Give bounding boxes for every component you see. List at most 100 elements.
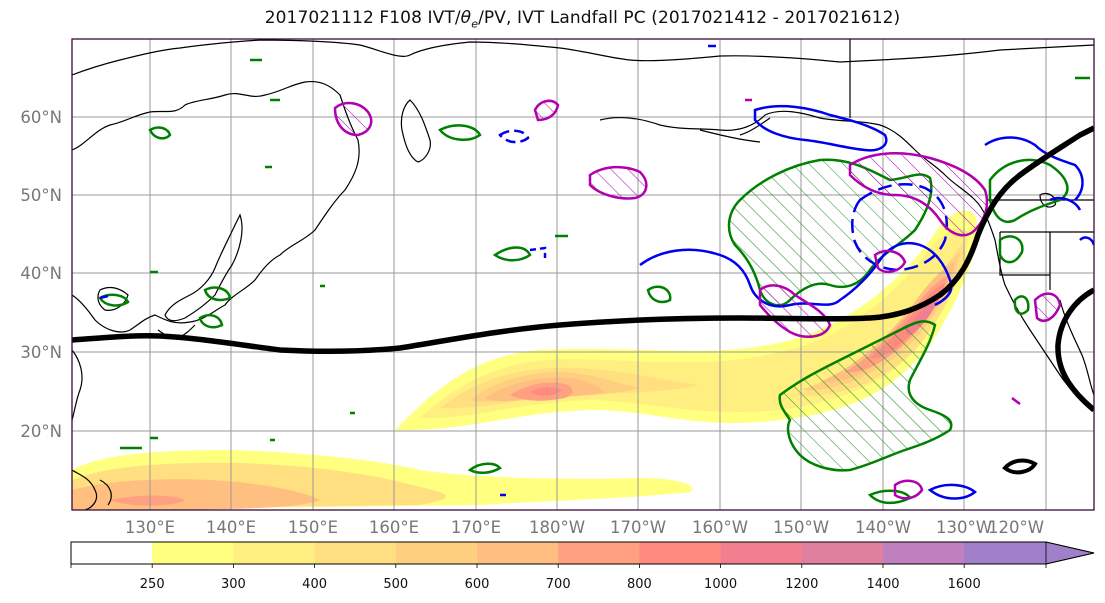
theta-e-contour-g (467, 462, 502, 474)
colorbar-segment-250 (152, 542, 234, 564)
china-coastline (72, 349, 83, 421)
pc-zero-line-east (1055, 287, 1094, 413)
lon-label-160w: 160°W (692, 518, 748, 537)
landfall-pc-contour-north (848, 152, 989, 237)
colorbar-tick-label-1000: 1000 (704, 577, 737, 592)
arctic-coastline (72, 39, 1094, 76)
colorbar-tick-label-700: 700 (546, 577, 571, 592)
lat-label-30n: 30°N (20, 343, 62, 362)
colorbar-segment-1200 (801, 542, 884, 564)
lon-label-170e: 170°E (451, 518, 501, 537)
japan-coastline (164, 213, 243, 322)
colorbar-tick-labels: 250 300 400 500 600 700 800 1000 1200 1400 1600 (140, 577, 981, 592)
pv-contour-main (639, 241, 953, 308)
title-suffix: /PV, IVT Landfall PC (2017021412 - 20170… (478, 8, 901, 28)
lon-label-150w: 150°W (773, 518, 829, 537)
alaska-peninsula-coastline (699, 117, 771, 143)
colorbar-tick-label-800: 800 (627, 577, 652, 592)
theta-e-contour-j (998, 235, 1030, 315)
lon-label-160e: 160°E (369, 518, 419, 537)
landfall-pc-contour-pacific (588, 165, 648, 200)
landfall-pc-contour-small (873, 249, 907, 274)
coastlines (72, 39, 1094, 510)
map-frame (71, 38, 1095, 511)
lon-label-130e: 130°E (125, 518, 175, 537)
lon-label-180w: 180°W (529, 518, 585, 537)
colorbar-segment-1000 (720, 542, 803, 564)
colorbar-segment-300 (233, 542, 316, 564)
colorbar-segments (71, 542, 1047, 564)
theta-e-contours (98, 58, 1090, 505)
colorbar: 250 300 400 500 600 700 800 1000 1200 1400 1600 (70, 541, 1095, 592)
colorbar-segment-500 (395, 542, 478, 564)
pc-zero-line (72, 125, 1094, 475)
title-theta-subscript: e (471, 17, 479, 31)
pc-zero-line-main (72, 125, 1094, 355)
lon-label-140e: 140°E (206, 518, 256, 537)
theta-e-contour-south (778, 320, 953, 472)
landfall-pc-contour-south (893, 479, 924, 500)
lat-label-50n: 50°N (20, 186, 62, 205)
theta-e-contour-d (646, 285, 672, 304)
map-panel (72, 39, 1094, 510)
colorbar-segment-1400 (883, 542, 965, 564)
landfall-pc-contour-kamchatka (333, 101, 373, 137)
lon-label-150e: 150°E (288, 518, 338, 537)
colorbar-tick-label-1600: 1600 (948, 577, 981, 592)
pv-contour-fragments (99, 44, 716, 497)
pv-contour-south (927, 483, 978, 500)
lat-label-60n: 60°N (20, 108, 62, 127)
korea-coastline (97, 286, 129, 311)
colorbar-segment-700 (558, 542, 640, 564)
theta-e-contour-f (98, 293, 130, 307)
pv-contour-dashed-low (851, 182, 949, 272)
colorbar-segment-400 (314, 542, 397, 564)
lon-label-130w: 130°W (936, 518, 992, 537)
latitude-labels: 60°N 50°N 40°N 30°N 20°N (20, 108, 62, 441)
colorbar-segment-600 (477, 542, 559, 564)
lon-label-140w: 140°W (855, 518, 911, 537)
colorbar-ticks (70, 564, 1047, 568)
title-prefix: 2017021112 F108 IVT/ (264, 8, 461, 28)
theta-e-contour-fragments (120, 58, 1090, 450)
colorbar-tick-label-300: 300 (221, 577, 246, 592)
colorbar-tick-label-400: 400 (302, 577, 327, 592)
theta-e-contour-a (148, 126, 172, 140)
colorbar-tick-label-250: 250 (140, 577, 165, 592)
landfall-pc-contour-bering (533, 99, 560, 122)
pc-zero-line-loop (1002, 458, 1038, 475)
lat-label-40n: 40°N (20, 264, 62, 283)
lat-label-20n: 20°N (20, 422, 62, 441)
longitude-labels: 130°E 140°E 150°E 160°E 170°E 180°W 170°… (125, 518, 1044, 537)
colorbar-outline (70, 541, 1095, 565)
colorbar-segment-below-250 (71, 542, 153, 564)
ivt-fill-tropics-700 (110, 495, 185, 506)
title-theta: θ (460, 8, 472, 28)
kamchatka-coastline (400, 99, 431, 163)
landfall-pc-contours (333, 98, 1062, 500)
colorbar-tick-label-500: 500 (383, 577, 408, 592)
theta-e-contour-c (492, 246, 532, 262)
lon-label-170w: 170°W (610, 518, 666, 537)
theta-e-contour-i (988, 158, 1069, 224)
pv-contour-canada (984, 136, 1084, 201)
pv-contour-dashed-fragment (529, 246, 547, 258)
colorbar-extend-arrow (1045, 541, 1095, 565)
landfall-pc-contour-southwest (1033, 292, 1062, 322)
colorbar-tick-label-1200: 1200 (785, 577, 818, 592)
lake-coastline (1039, 192, 1057, 208)
colorbar-tick-label-1400: 1400 (866, 577, 899, 592)
philippines-coastline (72, 469, 112, 510)
theta-e-contour-e (198, 286, 232, 329)
landfall-pc-contour-fragments (745, 98, 1021, 405)
landfall-pc-contour-mid (758, 284, 832, 338)
map-title: 2017021112 F108 IVT/θe/PV, IVT Landfall … (0, 8, 1105, 30)
lon-label-120w: 120°W (988, 518, 1044, 537)
asia-coastline (72, 80, 360, 333)
pv-contour-dashed-small (498, 129, 530, 144)
pv-contours (99, 44, 1094, 500)
colorbar-tick-label-600: 600 (465, 577, 490, 592)
theta-e-contour-b (438, 124, 482, 141)
colorbar-segment-800 (639, 542, 722, 564)
